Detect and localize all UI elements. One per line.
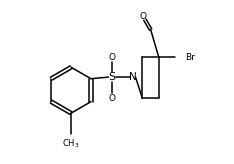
Text: S: S <box>109 72 116 82</box>
Text: CH$_3$: CH$_3$ <box>62 138 80 150</box>
Text: O: O <box>109 94 116 103</box>
Text: Br: Br <box>185 53 195 62</box>
Text: O: O <box>140 12 147 21</box>
Text: N: N <box>129 72 136 82</box>
Text: O: O <box>109 53 116 62</box>
